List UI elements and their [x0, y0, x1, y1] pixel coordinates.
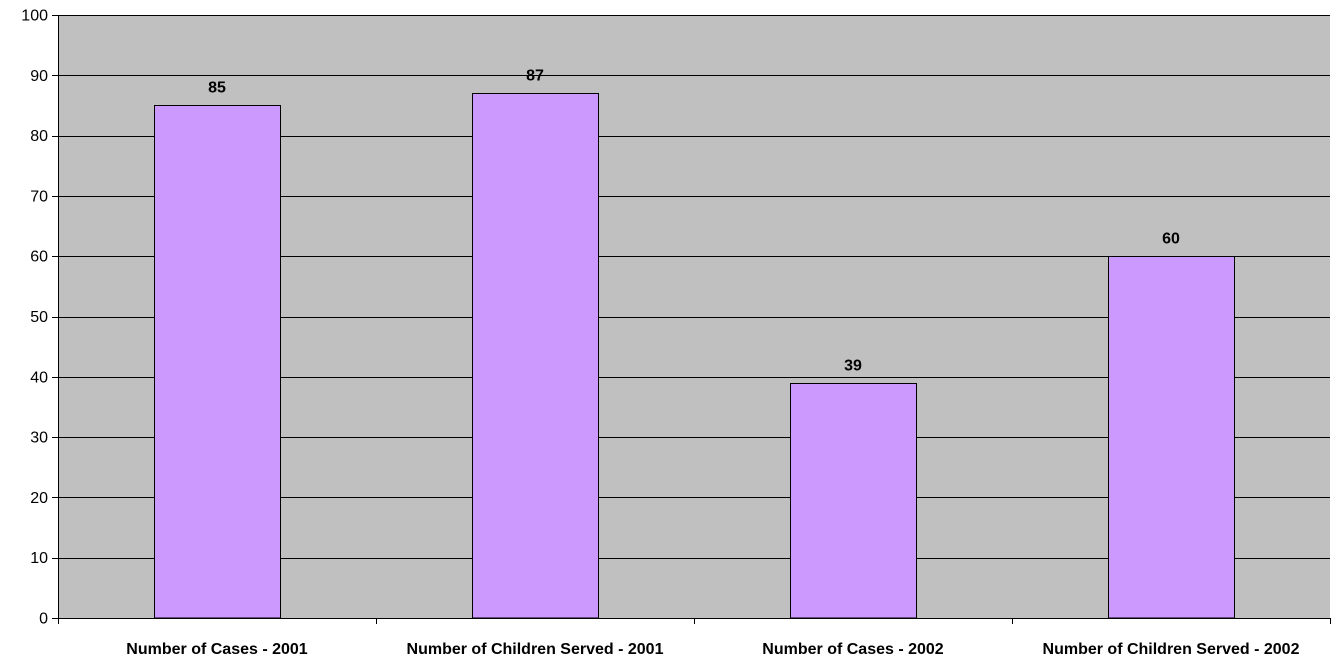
- bar-data-label: 60: [1162, 231, 1180, 248]
- y-tick-label: 10: [30, 550, 48, 567]
- data-labels: 85 87 39 60: [208, 68, 1180, 375]
- y-tick-label: 60: [30, 249, 48, 266]
- y-tick-labels: 0 10 20 30 40 50 60 70 80 90 100: [21, 8, 48, 628]
- axes: [52, 15, 1331, 624]
- y-tick-label: 0: [39, 611, 48, 628]
- category-label: Number of Cases - 2002: [762, 641, 944, 658]
- bar-data-label: 85: [208, 80, 226, 97]
- bar: [472, 93, 599, 619]
- bar: [790, 383, 917, 619]
- bar-data-label: 39: [844, 358, 862, 375]
- y-tick-label: 50: [30, 309, 48, 326]
- category-label: Number of Children Served - 2002: [1043, 641, 1300, 658]
- y-tick-label: 90: [30, 68, 48, 85]
- bar: [154, 105, 281, 619]
- y-tick-label: 80: [30, 128, 48, 145]
- category-label: Number of Children Served - 2001: [407, 641, 664, 658]
- x-tick-labels: Number of Cases - 2001 Number of Children…: [126, 641, 1299, 658]
- y-tick-label: 70: [30, 188, 48, 205]
- bars: [154, 93, 1235, 619]
- bar: [1108, 256, 1235, 619]
- y-tick-label: 20: [30, 490, 48, 507]
- y-tick-label: 100: [21, 8, 48, 25]
- y-tick-label: 30: [30, 430, 48, 447]
- y-tick-label: 40: [30, 369, 48, 386]
- bar-data-label: 87: [526, 68, 544, 85]
- category-label: Number of Cases - 2001: [126, 641, 308, 658]
